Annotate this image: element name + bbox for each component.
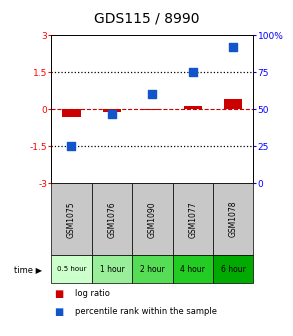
Point <box>110 111 114 116</box>
Bar <box>143 109 161 111</box>
Bar <box>103 109 121 112</box>
Text: percentile rank within the sample: percentile rank within the sample <box>75 307 217 317</box>
Text: ■: ■ <box>54 307 64 318</box>
Text: 4 hour: 4 hour <box>180 265 205 274</box>
Text: GSM1076: GSM1076 <box>108 201 116 238</box>
Point <box>150 92 155 97</box>
Text: 0.5 hour: 0.5 hour <box>57 266 86 272</box>
Text: GSM1090: GSM1090 <box>148 201 157 238</box>
Point <box>190 69 195 74</box>
Text: 6 hour: 6 hour <box>221 265 246 274</box>
Bar <box>62 109 81 117</box>
Text: GSM1078: GSM1078 <box>229 201 238 238</box>
Point <box>231 44 236 50</box>
Text: GDS115 / 8990: GDS115 / 8990 <box>94 12 199 26</box>
Text: GSM1075: GSM1075 <box>67 201 76 238</box>
Text: 1 hour: 1 hour <box>100 265 124 274</box>
Point <box>69 143 74 149</box>
Text: time ▶: time ▶ <box>14 265 42 274</box>
Bar <box>224 99 242 109</box>
Bar <box>184 106 202 109</box>
Text: GSM1077: GSM1077 <box>188 201 197 238</box>
Text: ■: ■ <box>54 289 64 299</box>
Text: log ratio: log ratio <box>75 289 110 298</box>
Text: 2 hour: 2 hour <box>140 265 165 274</box>
